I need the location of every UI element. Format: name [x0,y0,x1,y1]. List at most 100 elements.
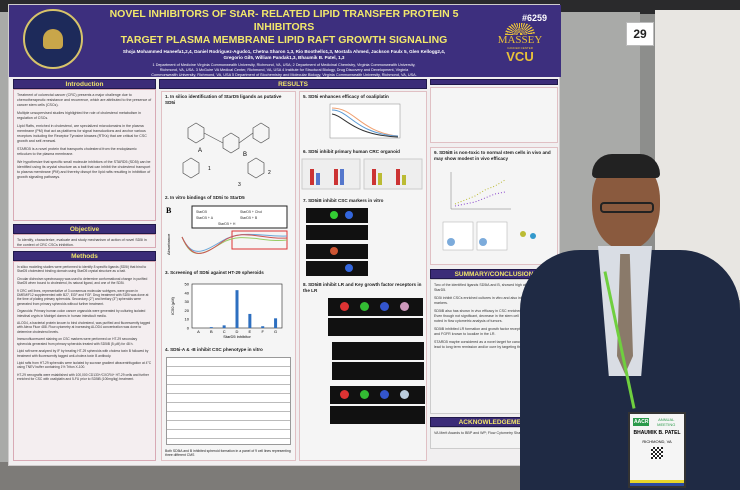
x-tick-label: E [249,329,252,334]
badge-stripe [630,480,684,486]
bar [261,326,265,328]
poster-number: #6259 [521,13,547,23]
authors-2: Gregorio Gil5, William Pandak1,3, Bhaumi… [223,55,345,60]
results-left-panel: 1. In silico identification of StarD5 li… [161,91,296,461]
molecule-structures: A B 1 2 3 [182,122,271,188]
panel-9-title: 9. SD5iB is non-toxic to normal stem cel… [434,150,551,161]
x-tick-label: G [274,329,277,334]
x-tick-label: B [210,329,213,334]
cancer-center-text: CANCER CENTER [507,46,533,50]
panel-2-title: 2. In vitro bindings of SD5i to StarD5 [165,195,245,200]
panel-9: 9. SD5iB is non-toxic to normal stem cel… [430,147,558,265]
results-heading: RESULTS [159,79,427,89]
va-seal-icon [23,9,83,69]
summary-bullet: SD5i inhibit CSCs enriched cultures in v… [434,296,547,305]
vcu-text: VCU [506,49,534,64]
csc-phenotype-table [166,357,291,445]
y-tick-label: 10 [185,317,190,322]
name-badge: AACR ANNUAL MEETING BHAUMIK B. PATEL RIC… [628,412,686,488]
panel-8-title: 8. SD5iB inhibit LR and Key growth facto… [303,282,422,293]
bar [248,313,252,328]
right-top-bar [430,79,558,85]
x-tick-label: A [197,329,200,334]
objective-heading: Objective [13,224,156,234]
intro-bullet: Treatment of colorectal cancer (CRC) pre… [17,93,152,107]
methods-bullet: ALOD4, a bacterial protein known to bind… [17,321,151,334]
bar [274,318,278,328]
x-tick-label: C [223,329,226,334]
bar [209,327,213,328]
badge-event: ANNUAL MEETING [657,417,676,427]
flow-table-panel [430,87,558,143]
booth-number-card: 29 [626,22,654,46]
summary-bullet: SD5iB inhibited LR formation and growth … [434,327,550,336]
summary-bullet: STARD5 maybe considered as a novel targe… [434,340,554,349]
panel-7-title: 7. SD5iB inhibit CSC markers in vitro [303,198,384,203]
methods-bullet: Lipid rafts from HT-29 spheroids were is… [17,360,152,370]
badge-city: RICHMOND, VA [642,439,672,444]
affiliations: 1 Department of Medicine Virginia Common… [152,63,416,67]
methods-box: In silico modeling studies were performe… [13,261,156,461]
objective-box: To identify, characterize, evaluate and … [13,234,156,248]
legend-item: StarD5 + B [240,216,258,220]
y-axis-label: Absorbance [166,233,171,255]
panel-4-title: 4. SD5i-A & -B inhibit CSC phenotype in … [165,347,263,352]
sunburst-icon [505,23,535,35]
molecule-label: 3 [238,182,241,188]
methods-bullet: Organoids: Primary human colon cancer or… [17,309,146,318]
y-axis-label: IC50 (µM) [170,296,175,315]
bar [222,325,226,328]
results-right-panel: 5. SD5i enhances efficacy of oxaliplatin… [299,91,427,461]
glasses-icon [600,202,654,213]
qr-code-icon [651,447,663,459]
title-line-2: TARGET PLASMA MEMBRANE LIPID RAFT GROWTH… [120,34,448,46]
methods-bullet: HT-29 xenografts were established with 1… [17,372,149,382]
massey-text: MASSEY [497,34,543,46]
legend-item: StarD5 + H [218,222,236,226]
legend-item: StarD5 + A [196,216,214,220]
x-tick-label: D [236,329,239,334]
authors: Shoja Mohammed Haneefa1,2,4, Daniel Rodr… [122,49,446,54]
panel-3-title: 3. Screening of SD5i against HT-29 spher… [165,270,264,275]
bar [235,290,239,328]
methods-bullet: Circular dichroism spectroscopy was used… [17,276,148,286]
legend-item: StarD5 [196,210,207,214]
svg-text:B: B [166,206,172,215]
panel-6-title: 6. SD5i inhibit primary human CRC organo… [303,149,400,154]
legend-item: StarD5 + Chol [240,210,262,214]
title-line-1: NOVEL INHIBITORS OF StAR- RELATED LIPID … [109,8,459,33]
affiliations-2: Richmond, VA, USA. 3 McGuire VA Medical … [159,68,409,72]
y-tick-label: 50 [185,282,190,287]
table-caption: Both SD5iA and B inhibited spheroid form… [165,449,291,458]
csc-marker-images [300,206,426,280]
molecule-label: B [243,152,247,158]
y-tick-label: 40 [185,290,190,295]
methods-heading: Methods [13,251,156,261]
intro-bullet: We hypothesize that specific small molec… [17,160,151,179]
x-axis-label: StarD5 inhibitor [223,334,251,339]
oxaliplatin-dose-response-plot [329,103,401,139]
poster: NOVEL INHIBITORS OF StAR- RELATED LIPID … [8,4,561,466]
introduction-heading: Introduction [13,79,156,89]
presenter: AACR ANNUAL MEETING BHAUMIK B. PATEL RIC… [520,150,740,490]
molecule-label: 2 [268,170,271,176]
introduction-box: Treatment of colorectal cancer (CRC) pre… [13,89,156,221]
x-tick-label: F [261,329,264,334]
presenter-hair [592,154,660,178]
summary-bullet: Two of the identified ligands SD5iA and … [434,283,550,292]
methods-bullet: 9 CRC cell lines, representative of 3 co… [17,288,149,306]
cd-spectrum-plot: B StarD5 StarD5 + Chol StarD5 + A StarD5… [166,205,288,255]
intro-bullet: STARD5 is a novel protein that transport… [17,147,137,156]
y-tick-label: 0 [187,326,190,331]
affiliations-3: Commonwealth University, Richmond, VA, U… [151,73,417,77]
panel-5-title: 5. SD5i enhances efficacy of oxaliplatin [303,94,389,99]
tumor-volume-plot [442,172,536,251]
methods-bullet: Immunofluorescent staining on CSC marker… [17,337,138,346]
ic50-bar-chart: 50 40 30 20 10 0 A B C D E F G StarD5 inhibitor IC50 (… [170,282,283,339]
poster-header: NOVEL INHIBITORS OF StAR- RELATED LIPID … [9,5,561,77]
methods-bullet: Lipid raft were analyzed by IF by treati… [17,349,149,358]
badge-org-logo: AACR [633,418,650,426]
molecule-label: 1 [208,166,211,172]
y-tick-label: 30 [185,299,190,304]
lipid-raft-images [300,296,426,436]
